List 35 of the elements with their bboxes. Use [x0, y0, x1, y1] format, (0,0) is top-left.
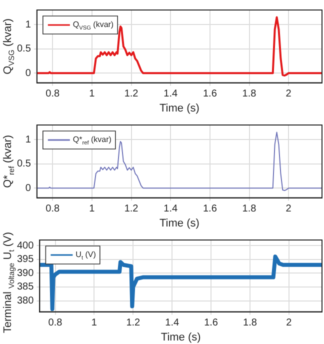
- y-tick-label: 0.5: [16, 44, 32, 55]
- x-tick-label: 0.8: [46, 204, 60, 215]
- x-tick-label: 1.6: [204, 318, 218, 329]
- x-tick-label: 1.8: [242, 88, 257, 100]
- y-tick-label: 385: [16, 282, 34, 293]
- x-tick-label: 1: [91, 318, 98, 329]
- x-tick-label: 0.8: [46, 88, 60, 100]
- x-tick-label: 1.8: [242, 204, 257, 215]
- y-tick-label: 395: [16, 254, 34, 266]
- y-tick-label: 1: [25, 19, 32, 30]
- x-tick-label: 1: [89, 204, 96, 215]
- y-tick-label: 390: [16, 268, 34, 279]
- x-tick-label: 2: [286, 204, 292, 215]
- x-axis-title: Time (s): [159, 217, 200, 230]
- x-tick-label: 1.6: [202, 204, 218, 215]
- x-tick-label: 2: [286, 88, 292, 100]
- x-tick-label: 1.2: [126, 318, 141, 329]
- y-tick-label: 1: [25, 134, 32, 146]
- x-axis-title: Time (s): [160, 331, 201, 344]
- x-tick-label: 1.8: [243, 318, 258, 329]
- x-tick-label: 1.2: [124, 204, 139, 215]
- y-tick-label: 0: [25, 182, 32, 194]
- x-tick-label: 1.6: [202, 88, 218, 100]
- y-tick-label: 0: [25, 68, 32, 79]
- y-tick-label: 380: [16, 296, 34, 307]
- x-tick-label: 1.4: [164, 204, 178, 215]
- y-tick-label: 0.5: [16, 158, 32, 170]
- y-tick-label: 400: [16, 240, 34, 252]
- x-tick-label: 2: [286, 318, 292, 329]
- x-axis-title: Time (s): [159, 102, 200, 114]
- x-tick-label: 0.8: [48, 318, 63, 329]
- x-tick-label: 1.4: [165, 318, 180, 329]
- x-tick-label: 1: [89, 88, 96, 100]
- x-tick-label: 1.4: [164, 88, 178, 100]
- x-tick-label: 1.2: [124, 88, 139, 100]
